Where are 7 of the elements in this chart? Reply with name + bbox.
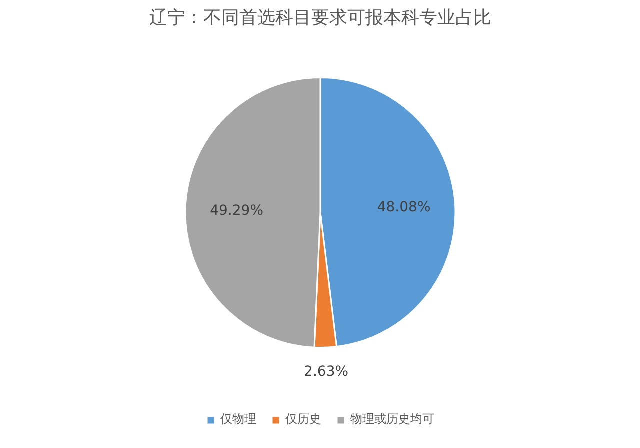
data-label: 49.29% xyxy=(210,202,264,219)
legend-label: 仅历史 xyxy=(286,411,322,428)
legend-label: 仅物理 xyxy=(220,411,256,428)
chart-title: 辽宁：不同首选科目要求可报本科专业占比 xyxy=(150,8,492,28)
legend-label: 物理或历史均可 xyxy=(350,411,434,428)
data-label: 2.63% xyxy=(304,364,349,380)
data-label: 48.08% xyxy=(377,199,431,216)
